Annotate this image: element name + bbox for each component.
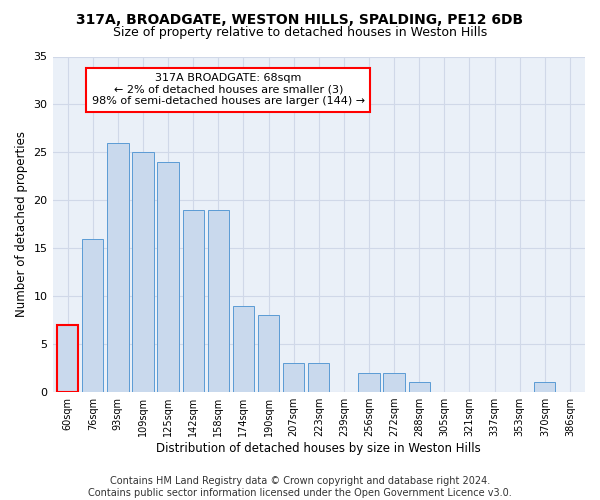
Bar — [132, 152, 154, 392]
Bar — [283, 364, 304, 392]
X-axis label: Distribution of detached houses by size in Weston Hills: Distribution of detached houses by size … — [157, 442, 481, 455]
Bar — [534, 382, 556, 392]
Bar — [157, 162, 179, 392]
Bar — [208, 210, 229, 392]
Text: 317A BROADGATE: 68sqm
← 2% of detached houses are smaller (3)
98% of semi-detach: 317A BROADGATE: 68sqm ← 2% of detached h… — [92, 74, 365, 106]
Y-axis label: Number of detached properties: Number of detached properties — [15, 132, 28, 318]
Text: Size of property relative to detached houses in Weston Hills: Size of property relative to detached ho… — [113, 26, 487, 39]
Text: Contains HM Land Registry data © Crown copyright and database right 2024.
Contai: Contains HM Land Registry data © Crown c… — [88, 476, 512, 498]
Bar — [358, 373, 380, 392]
Bar — [57, 325, 78, 392]
Text: 317A, BROADGATE, WESTON HILLS, SPALDING, PE12 6DB: 317A, BROADGATE, WESTON HILLS, SPALDING,… — [76, 12, 524, 26]
Bar — [308, 364, 329, 392]
Bar — [182, 210, 204, 392]
Bar — [383, 373, 405, 392]
Bar — [82, 238, 103, 392]
Bar — [409, 382, 430, 392]
Bar — [258, 316, 279, 392]
Bar — [233, 306, 254, 392]
Bar — [107, 143, 128, 392]
